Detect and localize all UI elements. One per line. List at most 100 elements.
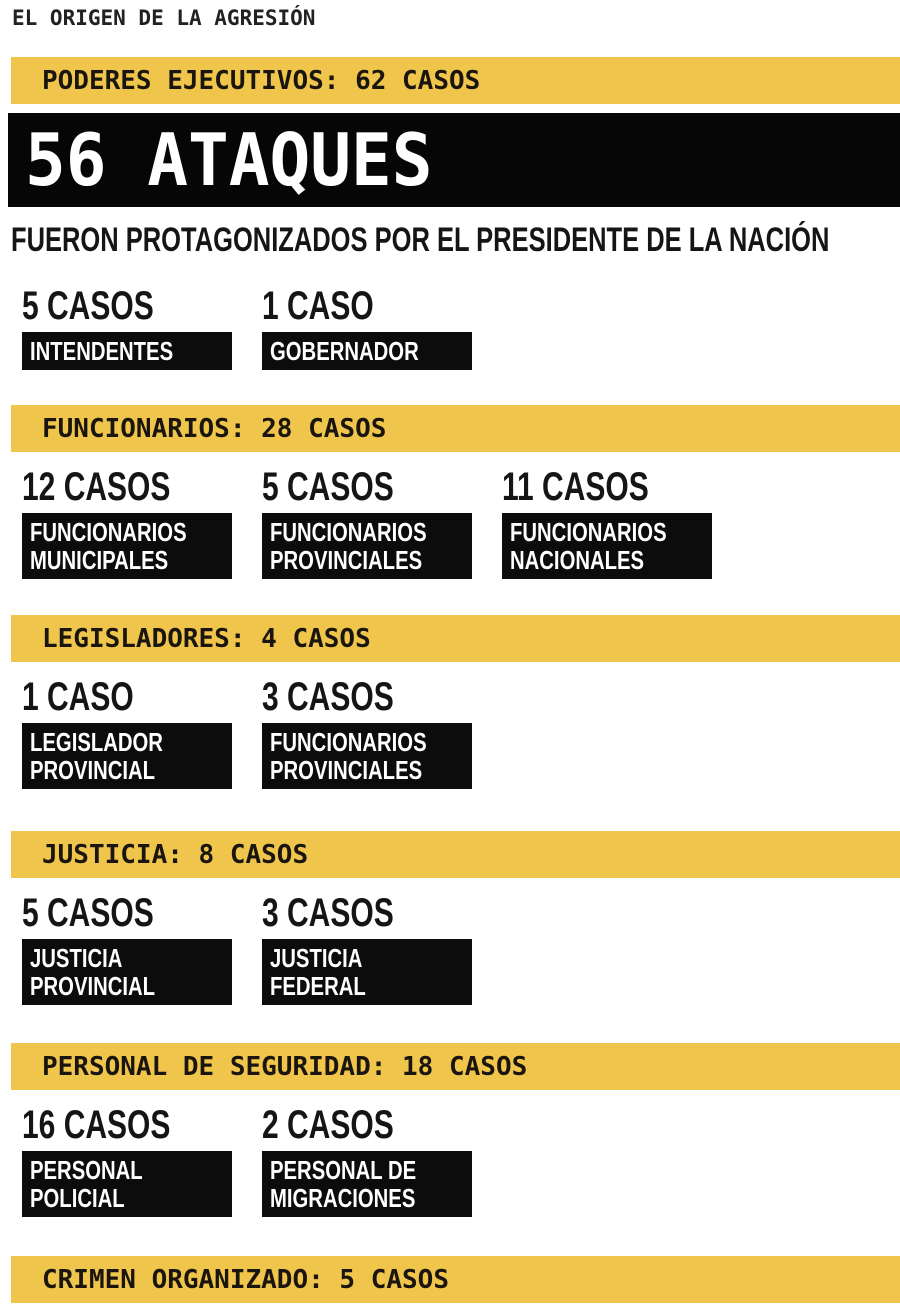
case-count: 1 CASO [262,284,472,328]
case-item: 16 CASOS PERSONAL POLICIAL [22,1103,232,1217]
category-header-bar: PERSONAL DE SEGURIDAD: 18 CASOS [11,1043,900,1090]
highlight-banner: 56 ATAQUES [8,113,900,207]
case-count: 5 CASOS [22,891,232,935]
case-items-row: 16 CASOS PERSONAL POLICIAL 2 CASOS PERSON… [0,1103,900,1217]
category-header-bar: CRIMEN ORGANIZADO: 5 CASOS [11,1256,900,1303]
case-label-text: PERSONAL POLICIAL [30,1156,188,1212]
case-label-line: JUSTICIA [30,943,123,973]
category-section: LEGISLADORES: 4 CASOS 1 CASO LEGISLADOR P… [0,615,900,789]
case-label-line: FUNCIONARIOS [270,517,427,547]
case-label-text: JUSTICIA PROVINCIAL [30,944,188,1000]
category-header-label: JUSTICIA: 8 CASOS [42,839,309,870]
case-count-text: 3 CASOS [262,891,394,935]
case-count: 5 CASOS [22,284,232,328]
case-label-bar: INTENDENTES [22,332,232,370]
case-label-line: POLICIAL [30,1183,125,1213]
category-header-label: PERSONAL DE SEGURIDAD: 18 CASOS [42,1051,528,1082]
case-label-bar: FUNCIONARIOS NACIONALES [502,513,712,579]
case-item: 12 CASOS FUNCIONARIOS MUNICIPALES [22,465,232,579]
case-label-bar: PERSONAL DE MIGRACIONES [262,1151,472,1217]
case-label-text: LEGISLADOR PROVINCIAL [30,728,188,784]
case-count: 16 CASOS [22,1103,232,1147]
case-count: 2 CASOS [262,1103,472,1147]
case-label-line: PROVINCIAL [30,971,156,1001]
case-label-bar: FUNCIONARIOS PROVINCIALES [262,723,472,789]
case-label-line: PROVINCIALES [270,755,423,785]
case-label-text: FUNCIONARIOS PROVINCIALES [270,518,428,574]
category-header-label: FUNCIONARIOS: 28 CASOS [42,413,387,444]
case-label-text: PERSONAL DE MIGRACIONES [270,1156,428,1212]
page-title: EL ORIGEN DE LA AGRESIÓN [12,6,316,30]
case-label-line: PERSONAL [30,1155,143,1185]
case-label-line: PROVINCIALES [270,545,423,575]
case-items-row: 5 CASOS INTENDENTES 1 CASO GOBERNADOR [0,284,900,370]
case-count: 12 CASOS [22,465,232,509]
category-header-bar: FUNCIONARIOS: 28 CASOS [11,405,900,452]
category-sections: PODERES EJECUTIVOS: 62 CASOS 56 ATAQUES … [0,57,900,1303]
highlight-caption: FUERON PROTAGONIZADOS POR EL PRESIDENTE … [11,221,900,259]
category-section: FUNCIONARIOS: 28 CASOS 12 CASOS FUNCIONA… [0,405,900,579]
category-header-label: LEGISLADORES: 4 CASOS [42,623,371,654]
category-header-label: CRIMEN ORGANIZADO: 5 CASOS [42,1264,449,1295]
case-label-bar: JUSTICIA PROVINCIAL [22,939,232,1005]
category-header-bar: LEGISLADORES: 4 CASOS [11,615,900,662]
category-header-bar: JUSTICIA: 8 CASOS [11,831,900,878]
case-label-bar: LEGISLADOR PROVINCIAL [22,723,232,789]
category-header-label: PODERES EJECUTIVOS: 62 CASOS [42,65,481,96]
case-label-line: LEGISLADOR [30,727,163,757]
case-count: 3 CASOS [262,675,472,719]
case-items-row: 5 CASOS JUSTICIA PROVINCIAL 3 CASOS JUSTI… [0,891,900,1005]
case-label-text: GOBERNADOR [270,337,428,365]
highlight-caption-text: FUERON PROTAGONIZADOS POR EL PRESIDENTE … [11,221,830,259]
case-label-line: FUNCIONARIOS [30,517,187,547]
case-item: 2 CASOS PERSONAL DE MIGRACIONES [262,1103,472,1217]
category-header-bar: PODERES EJECUTIVOS: 62 CASOS [11,57,900,104]
case-item: 5 CASOS JUSTICIA PROVINCIAL [22,891,232,1005]
case-label-text: JUSTICIA FEDERAL [270,944,428,1000]
case-items-row: 12 CASOS FUNCIONARIOS MUNICIPALES 5 CASOS… [0,465,900,579]
case-count-text: 11 CASOS [502,465,649,509]
case-count-text: 5 CASOS [262,465,394,509]
case-count-text: 5 CASOS [22,284,154,328]
case-label-bar: PERSONAL POLICIAL [22,1151,232,1217]
case-label-line: JUSTICIA [270,943,363,973]
highlight-count: 56 ATAQUES [25,118,433,202]
case-label-text: INTENDENTES [30,337,188,365]
case-item: 1 CASO GOBERNADOR [262,284,472,370]
case-item: 5 CASOS INTENDENTES [22,284,232,370]
case-item: 1 CASO LEGISLADOR PROVINCIAL [22,675,232,789]
case-item: 11 CASOS FUNCIONARIOS NACIONALES [502,465,712,579]
case-count-text: 16 CASOS [22,1103,171,1147]
case-count: 3 CASOS [262,891,472,935]
case-count-text: 1 CASO [262,284,374,328]
case-item: 5 CASOS FUNCIONARIOS PROVINCIALES [262,465,472,579]
case-label-bar: FUNCIONARIOS PROVINCIALES [262,513,472,579]
case-label-line: FUNCIONARIOS [270,727,427,757]
case-label-bar: JUSTICIA FEDERAL [262,939,472,1005]
case-label-line: FUNCIONARIOS [510,517,667,547]
case-label-line: MIGRACIONES [270,1183,416,1213]
case-count-text: 1 CASO [22,675,134,719]
case-item: 3 CASOS FUNCIONARIOS PROVINCIALES [262,675,472,789]
case-items-row: 1 CASO LEGISLADOR PROVINCIAL 3 CASOS FUNC… [0,675,900,789]
case-label-text: FUNCIONARIOS MUNICIPALES [30,518,188,574]
case-count-text: 2 CASOS [262,1103,394,1147]
case-item: 3 CASOS JUSTICIA FEDERAL [262,891,472,1005]
case-label-line: INTENDENTES [30,336,174,366]
case-label-line: PERSONAL DE [270,1155,417,1185]
case-label-line: NACIONALES [510,545,645,575]
case-label-line: GOBERNADOR [270,336,419,366]
case-label-line: FEDERAL [270,971,366,1001]
case-count: 1 CASO [22,675,232,719]
case-count: 5 CASOS [262,465,472,509]
case-label-line: MUNICIPALES [30,545,169,575]
case-count-text: 12 CASOS [22,465,171,509]
case-count-text: 5 CASOS [22,891,154,935]
category-section: PERSONAL DE SEGURIDAD: 18 CASOS 16 CASOS… [0,1043,900,1217]
case-label-text: FUNCIONARIOS PROVINCIALES [270,728,428,784]
category-section: PODERES EJECUTIVOS: 62 CASOS 56 ATAQUES … [0,57,900,370]
category-section: CRIMEN ORGANIZADO: 5 CASOS [0,1256,900,1303]
case-count: 11 CASOS [502,465,712,509]
category-section: JUSTICIA: 8 CASOS 5 CASOS JUSTICIA PROVIN… [0,831,900,1005]
